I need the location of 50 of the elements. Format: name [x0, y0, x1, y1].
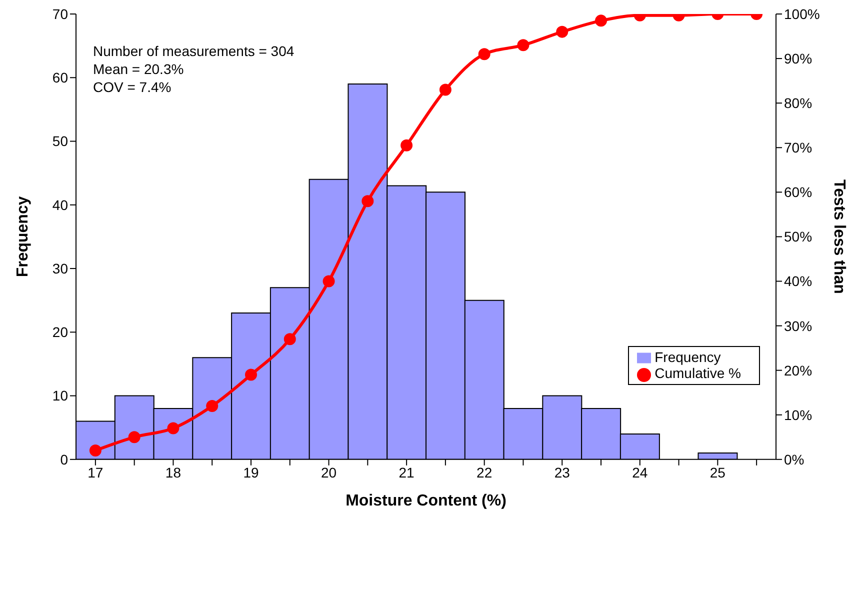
y2-tick-label: 60% [784, 184, 812, 200]
point [322, 275, 335, 288]
point [284, 333, 296, 346]
point [595, 14, 607, 27]
y2-tick-label: 50% [784, 228, 812, 245]
point [89, 444, 102, 456]
y2-tick-label: 80% [784, 95, 812, 112]
y2-tick-label: 70% [784, 140, 812, 156]
legend-label: Frequency [654, 349, 721, 365]
x-tick-label: 24 [632, 464, 648, 480]
y-tick-label: 20 [52, 324, 68, 340]
y-tick-label: 50 [52, 133, 68, 150]
annotation: Mean = 20.3% [93, 60, 185, 78]
point [128, 431, 140, 444]
y2-tick-label: 10% [784, 406, 812, 423]
annotation: COV = 7.4% [93, 78, 172, 96]
point [362, 195, 374, 208]
y-axis-title: Frequency [14, 196, 32, 278]
y2-tick-label: 90% [784, 50, 812, 67]
point [478, 48, 490, 60]
point [400, 139, 413, 152]
y2-tick-label: 0% [784, 451, 804, 468]
y-tick-label: 0 [60, 451, 68, 468]
point [245, 368, 257, 381]
point [439, 84, 452, 96]
y-tick-label: 10 [52, 388, 68, 404]
y2-tick-label: 40% [784, 273, 812, 290]
x-tick-label: 18 [165, 464, 182, 480]
y2-tick-label: 30% [784, 318, 812, 334]
x-tick-label: 19 [243, 464, 259, 480]
point [206, 400, 218, 412]
x-tick-label: 20 [320, 464, 337, 480]
x-tick-label: 21 [398, 464, 415, 480]
point [167, 422, 180, 434]
x-axis-title: Moisture Content (%) [346, 492, 506, 510]
y2-tick-label: 20% [784, 362, 812, 378]
annotation: Number of measurements = 304 [93, 42, 294, 60]
y-tick-label: 70 [52, 6, 68, 22]
y2-axis-title: Tests less than [830, 179, 848, 294]
x-tick-label: 22 [476, 464, 492, 480]
y-tick-label: 30 [52, 260, 68, 276]
x-tick-label: 17 [88, 464, 104, 480]
x-tick-label: 25 [710, 464, 726, 480]
legend-label: Cumulative % [654, 365, 741, 382]
y-tick-label: 60 [52, 70, 68, 86]
point [517, 39, 530, 52]
y2-tick-label: 100% [784, 6, 820, 22]
point [556, 26, 568, 38]
x-tick-label: 23 [554, 464, 570, 480]
y-tick-label: 40 [52, 196, 68, 213]
